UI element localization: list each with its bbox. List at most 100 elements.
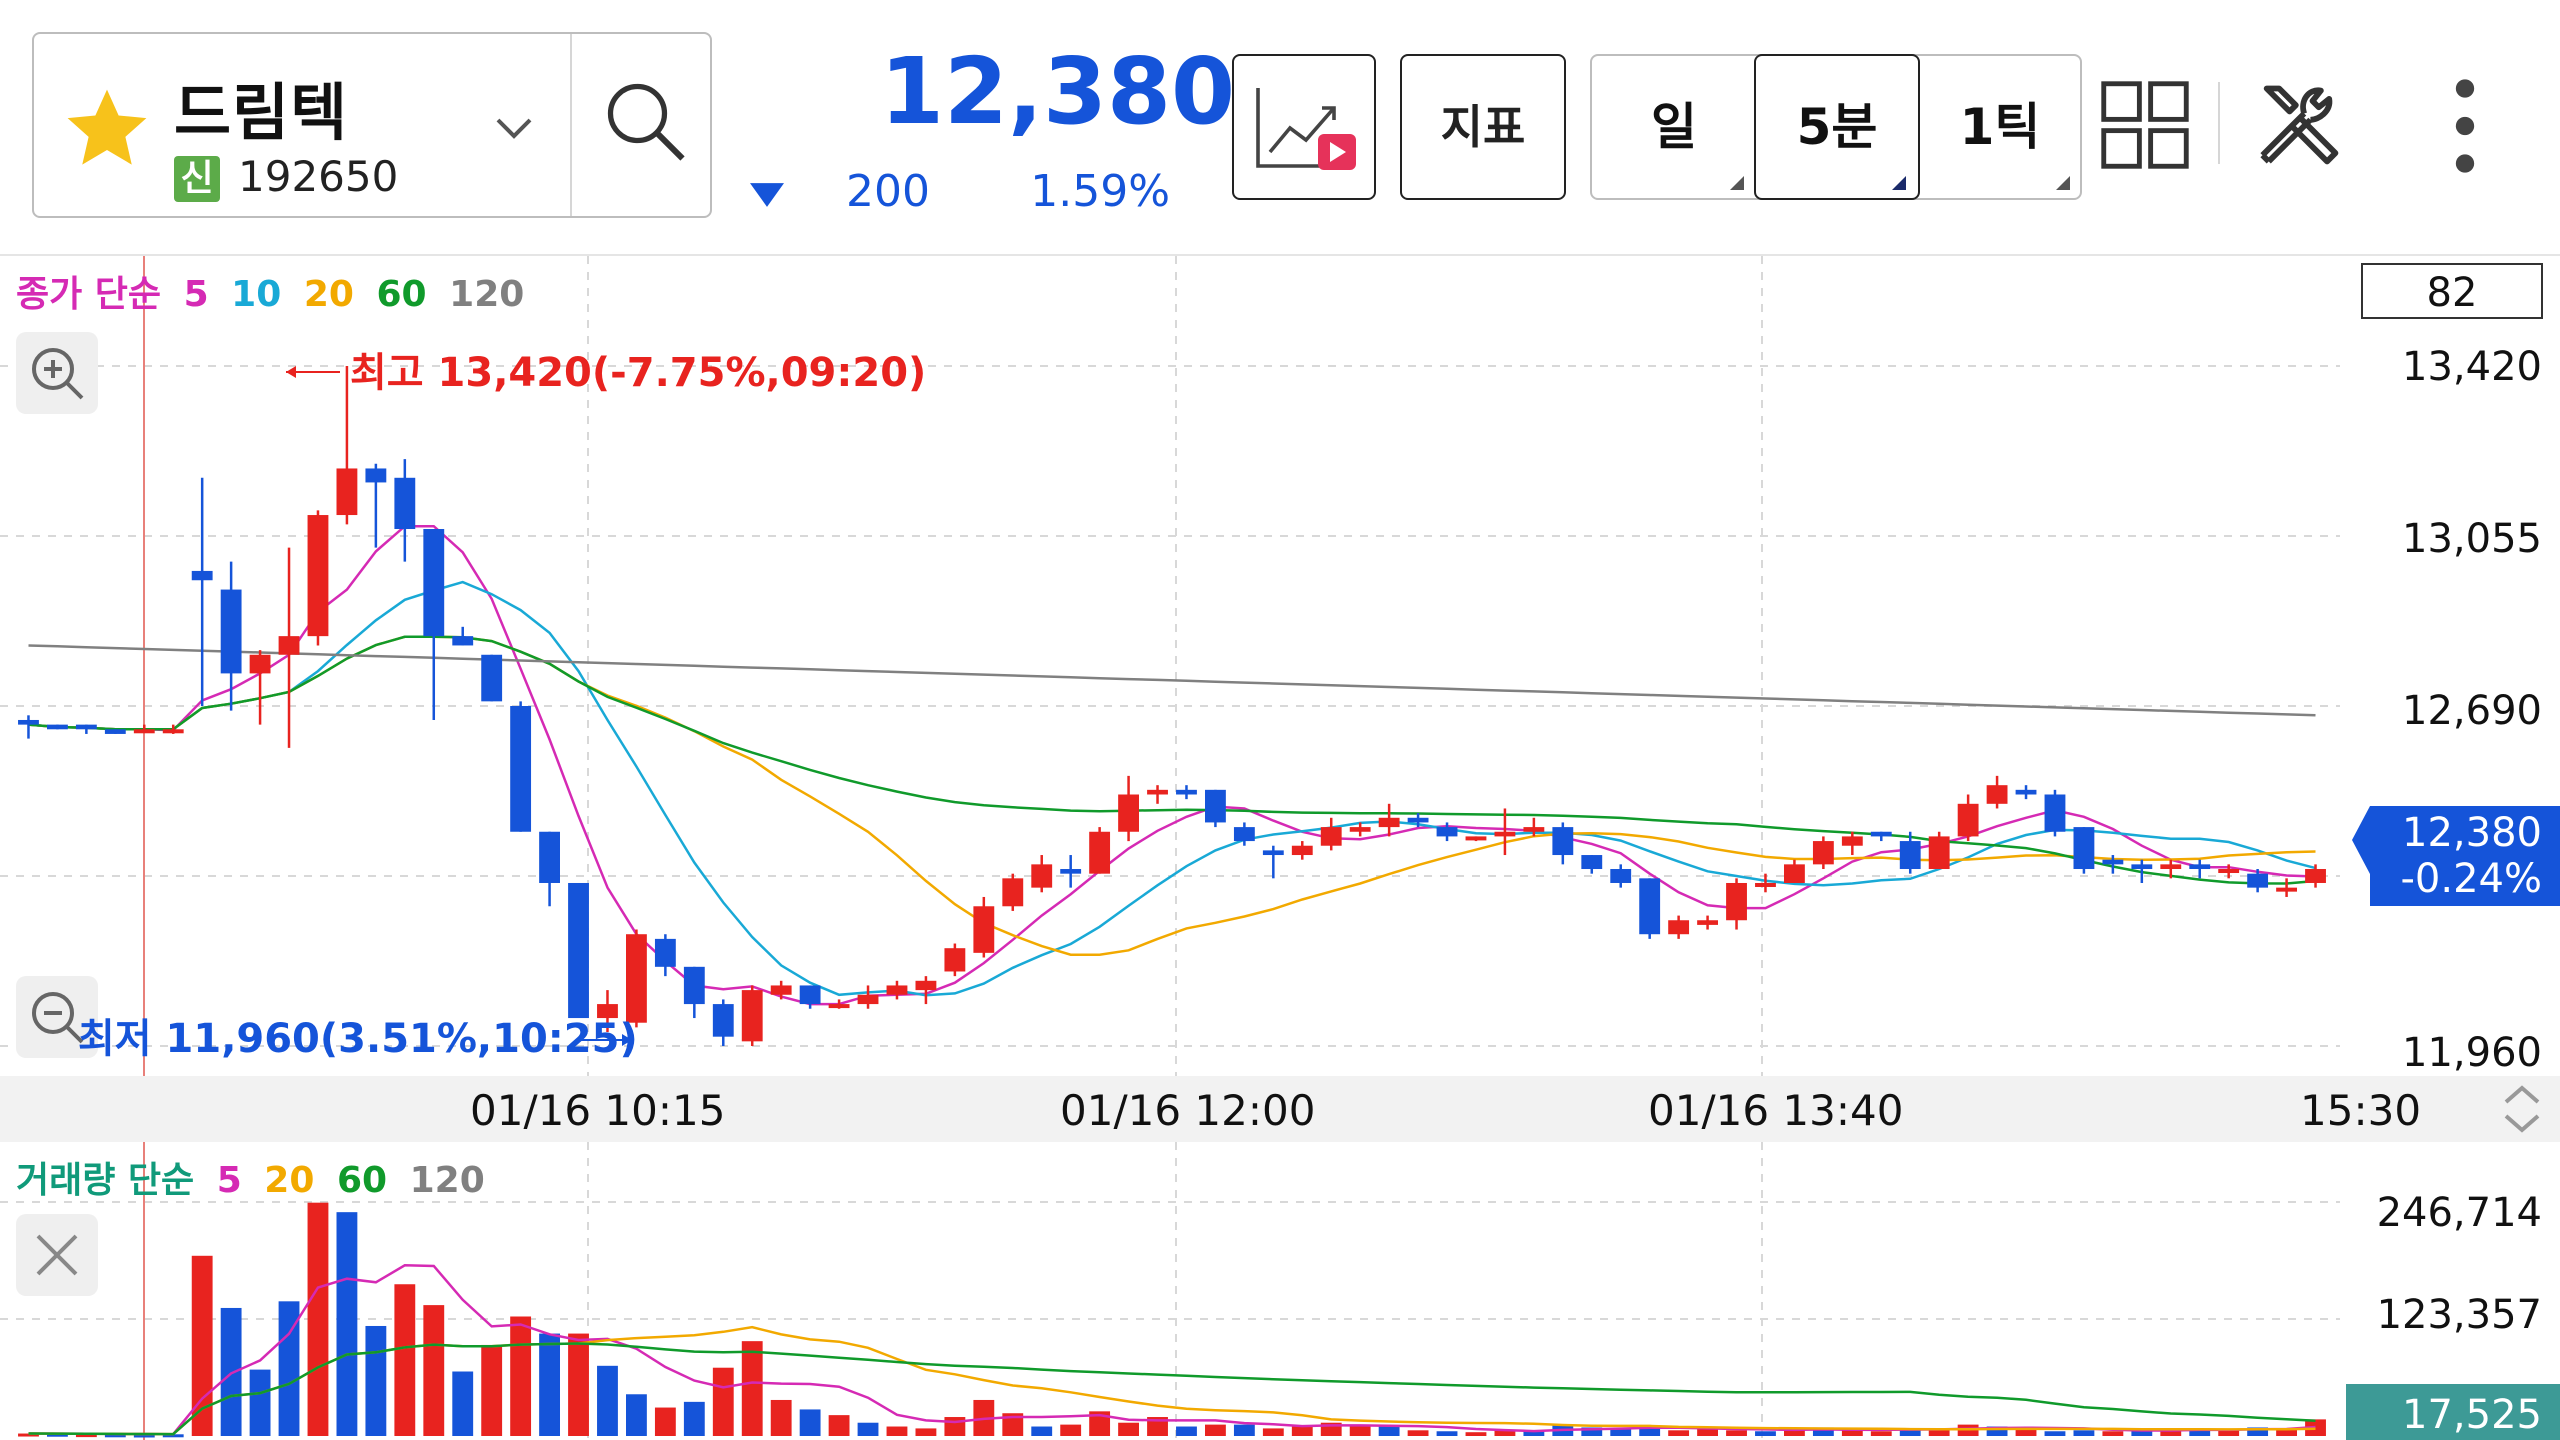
scale-box-value: 82 (2427, 270, 2478, 316)
period-day-button[interactable]: 일 (1592, 56, 1756, 198)
volume-bar (539, 1333, 560, 1436)
candle (2189, 859, 2211, 879)
volume-bar (2218, 1430, 2240, 1436)
period-1tick-button[interactable]: 1틱 (1918, 56, 2082, 198)
grid (0, 1142, 2340, 1440)
candle (1639, 878, 1661, 939)
candle (162, 724, 184, 734)
volume-bar (1262, 1428, 1284, 1436)
close-volume-button[interactable] (16, 1214, 98, 1296)
candle (539, 831, 560, 907)
candle (1320, 817, 1342, 851)
current-price-tag: 12,380 -0.24% (2352, 806, 2560, 906)
volume-bar (278, 1301, 300, 1436)
candle (915, 976, 937, 1005)
search-button[interactable] (572, 34, 710, 216)
volume-bar (249, 1369, 271, 1436)
volume-bar (2044, 1431, 2066, 1436)
candle (336, 366, 358, 525)
star-icon[interactable] (62, 84, 152, 174)
scale-box[interactable] (2361, 263, 2543, 319)
vol-y-label-mid: 123,357 (2377, 1292, 2542, 1338)
close-icon (36, 1234, 78, 1276)
candle (191, 477, 213, 706)
period-label: 5분 (1796, 98, 1878, 156)
volume-bar (1581, 1427, 1603, 1436)
ma20-line (28, 635, 2316, 956)
candle (510, 701, 532, 832)
candle (2276, 878, 2297, 897)
period-5min-button[interactable]: 5분 (1754, 54, 1920, 200)
legend-ma20: 20 (304, 274, 354, 315)
grid-layout-icon[interactable] (2100, 80, 2190, 170)
candle (1697, 915, 1718, 930)
candle (1755, 873, 1776, 893)
volume-bar (336, 1212, 358, 1436)
price-legend[interactable]: 종가 단순 5 10 20 60 120 (16, 274, 524, 315)
candle (568, 882, 589, 1019)
candle (1291, 841, 1313, 860)
price-change-percent: 1.59% (1030, 166, 1170, 217)
volume-bar (452, 1371, 474, 1436)
zoom-in-button[interactable] (16, 332, 98, 414)
zoom-in-icon (32, 348, 84, 400)
legend-title: 거래량 단순 (16, 1160, 194, 1201)
candle (1378, 803, 1400, 837)
candle (2131, 859, 2153, 883)
candle (1147, 785, 1168, 804)
volume-bar (799, 1409, 821, 1436)
legend-ma10: 10 (231, 274, 281, 315)
volume-bar (1610, 1429, 1632, 1436)
volume-bar (2160, 1429, 2182, 1436)
volume-legend[interactable]: 거래량 단순 5 20 60 120 (16, 1160, 485, 1201)
scroll-updown-icon[interactable] (2500, 1082, 2544, 1136)
period-label: 1틱 (1959, 98, 2041, 156)
candle (423, 529, 445, 720)
candle (1262, 845, 1284, 879)
y-label-13420: 13,420 (2402, 344, 2542, 390)
volume-ma-lines (28, 1264, 2316, 1436)
chart-video-button[interactable] (1232, 54, 1376, 200)
candle (365, 463, 387, 548)
legend-vma20: 20 (264, 1160, 314, 1201)
volume-bar (307, 1202, 329, 1436)
more-vertical-icon[interactable] (2440, 76, 2490, 176)
candle (2305, 864, 2326, 888)
volume-bar (1899, 1429, 1921, 1436)
tools-icon[interactable] (2250, 76, 2350, 176)
candle (1986, 775, 2008, 809)
x-label-1015: 01/16 10:15 (470, 1086, 726, 1135)
new-listing-badge: 신 (174, 156, 220, 202)
volume-bar (597, 1365, 618, 1436)
zoom-out-button[interactable] (16, 976, 98, 1058)
volume-bar (1668, 1430, 1690, 1436)
indicator-button[interactable]: 지표 (1400, 54, 1566, 200)
volume-bar (944, 1417, 966, 1436)
search-icon (607, 83, 685, 161)
period-label: 일 (1651, 98, 1697, 156)
y-label-12690: 12,690 (2402, 688, 2542, 734)
candle (828, 999, 850, 1009)
candle (1668, 915, 1690, 939)
volume-bar (1118, 1422, 1139, 1436)
time-axis[interactable] (0, 1076, 2560, 1142)
volume-bar (1841, 1430, 1863, 1436)
current-price-tag-price: 12,380 (2402, 810, 2542, 856)
legend-ma60: 60 (376, 274, 426, 315)
ma120-line (28, 644, 2316, 717)
volume-bar (568, 1333, 589, 1436)
symbol-selector[interactable]: 드림텍 신 192650 (32, 32, 712, 218)
volume-bar (1002, 1413, 1024, 1436)
candle (741, 985, 763, 1046)
volume-chart[interactable]: 거래량 단순 5 20 60 120 246,714 123,357 17,52… (0, 1142, 2560, 1440)
ma10-line (28, 580, 2316, 997)
candle (1726, 878, 1747, 930)
legend-vma120: 120 (410, 1160, 485, 1201)
chevron-down-icon[interactable] (490, 104, 538, 152)
candle (1407, 813, 1429, 828)
candle (857, 985, 879, 1009)
price-chart[interactable]: 종가 단순 5 10 20 60 120 최고 13,420(-7.75%,09… (0, 256, 2560, 1076)
stock-name[interactable]: 드림텍 (174, 76, 349, 149)
volume-bar (1697, 1428, 1718, 1436)
candle (1436, 822, 1458, 842)
